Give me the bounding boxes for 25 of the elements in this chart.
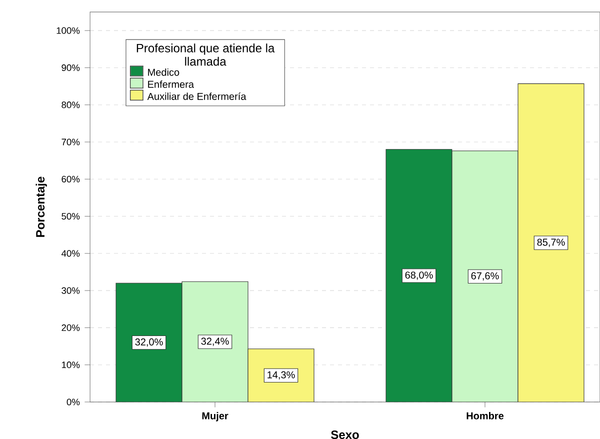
y-tick-label: 40% — [61, 250, 80, 257]
data-label: 14,3% — [268, 371, 295, 380]
x-tick-label: Mujer — [202, 412, 228, 422]
y-tick-label: 80% — [62, 102, 80, 108]
y-tick-label: 20% — [62, 324, 80, 331]
legend-label: Medico — [148, 68, 180, 76]
data-label: 67,6% — [471, 272, 499, 281]
legend-label: Auxiliar de Enfermería — [147, 92, 246, 100]
y-tick-label: 30% — [62, 287, 80, 294]
x-tick-label: Hombre — [466, 412, 504, 420]
x-axis-title: Sexo — [331, 430, 359, 439]
y-tick-label: 90% — [62, 64, 80, 72]
y-tick-label: 0% — [66, 398, 80, 406]
legend-title: Profesional que atiende la llamada — [136, 44, 275, 66]
data-label: 32,4% — [201, 338, 229, 346]
legend-label: Enfermera — [148, 80, 194, 88]
data-label: 32,0% — [135, 338, 163, 347]
y-tick-label: 100% — [56, 27, 80, 34]
y-tick-label: 10% — [62, 362, 80, 368]
y-tick-label: 70% — [62, 138, 80, 146]
y-tick-label: 50% — [62, 212, 80, 220]
data-label: 68,0% — [405, 272, 433, 280]
y-tick-label: 60% — [62, 176, 80, 182]
y-axis-title: Porcentaje — [36, 176, 47, 237]
data-label: 85,7% — [537, 238, 565, 247]
